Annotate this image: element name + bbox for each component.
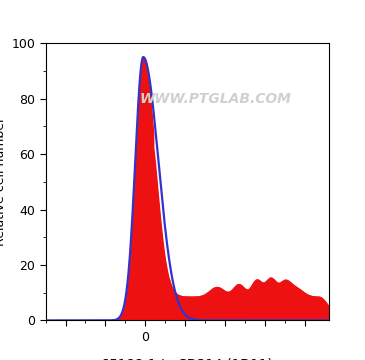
Text: WWW.PTGLAB.COM: WWW.PTGLAB.COM <box>139 92 291 105</box>
X-axis label: 65188-1-Ig CD314 (1D11): 65188-1-Ig CD314 (1D11) <box>101 358 273 360</box>
Y-axis label: Relative cell number: Relative cell number <box>0 117 7 246</box>
